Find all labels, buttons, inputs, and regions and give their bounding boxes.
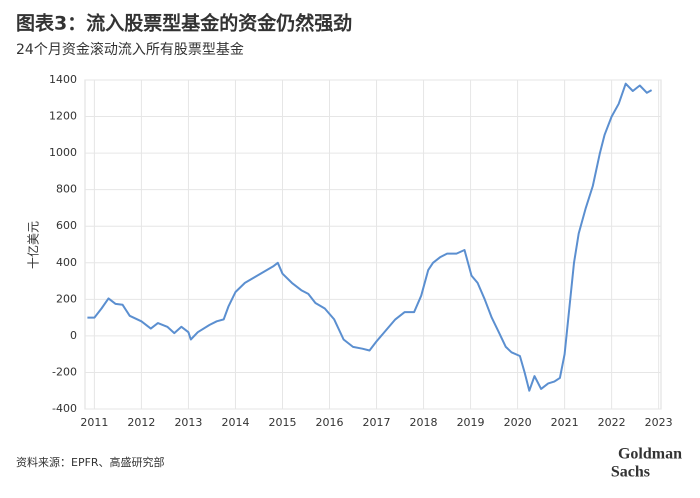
x-tick-label: 2018 <box>410 416 438 429</box>
x-tick-label: 2017 <box>363 416 391 429</box>
y-tick-label: 1000 <box>49 146 77 159</box>
y-tick-label: 800 <box>56 183 77 196</box>
x-tick-label: 2013 <box>174 416 202 429</box>
x-tick-label: 2011 <box>80 416 108 429</box>
logo: Goldman <box>618 446 682 463</box>
x-tick-label: 2020 <box>504 416 532 429</box>
y-tick-label: 1400 <box>49 73 77 86</box>
x-tick-label: 2022 <box>598 416 626 429</box>
chart-title: 图表3：流入股票型基金的资金仍然强劲 <box>16 12 352 35</box>
x-tick-label: 2021 <box>551 416 579 429</box>
x-tick-label: 2019 <box>457 416 485 429</box>
x-tick-label: 2015 <box>268 416 296 429</box>
y-tick-label: 200 <box>56 292 77 305</box>
y-tick-label: 0 <box>70 329 77 342</box>
line <box>87 82 653 392</box>
logo: Sachs <box>611 464 650 481</box>
x-tick-label: 2012 <box>127 416 155 429</box>
x-tick-label: 2023 <box>645 416 673 429</box>
y-axis-label: 十亿美元 <box>26 221 41 269</box>
y-tick-label: 1200 <box>49 110 77 123</box>
y-tick-label: 400 <box>56 256 77 269</box>
x-tick-label: 2014 <box>221 416 249 429</box>
plot-area <box>84 79 662 410</box>
chart-subtitle: 24个月资金滚动流入所有股票型基金 <box>16 41 244 58</box>
y-tick-label: 600 <box>56 219 77 232</box>
y-tick-label: -400 <box>52 402 77 415</box>
y-tick-label: -200 <box>52 365 77 378</box>
source-note: 资料来源：EPFR、高盛研究部 <box>16 455 165 469</box>
x-tick-label: 2016 <box>316 416 344 429</box>
